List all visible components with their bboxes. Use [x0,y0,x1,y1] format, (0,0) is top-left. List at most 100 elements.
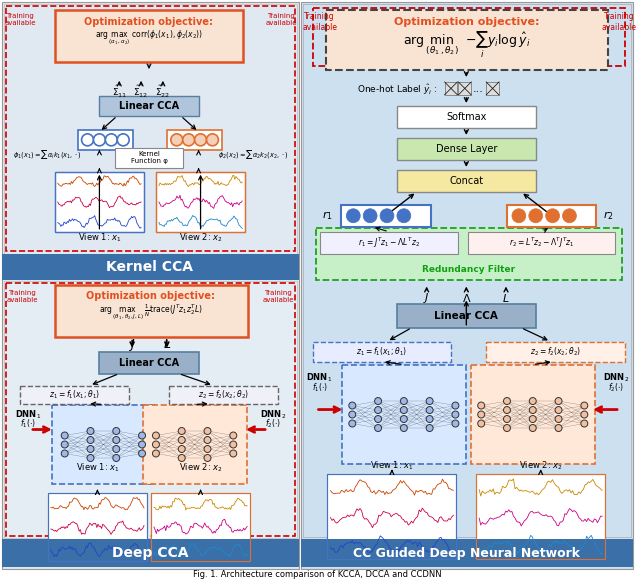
Circle shape [87,445,94,452]
Circle shape [230,441,237,448]
Text: View 1: $x_1$: View 1: $x_1$ [77,231,121,244]
Bar [115,148,182,168]
Text: Linear CCA: Linear CCA [435,311,499,321]
Text: Kernel
Function φ: Kernel Function φ [131,151,168,164]
Bar [476,474,605,559]
Bar [48,494,147,561]
Circle shape [401,397,407,404]
Circle shape [374,415,381,422]
Bar [486,342,625,361]
Circle shape [179,437,185,444]
Text: $z_1=f_1(x_1;\theta_1)$: $z_1=f_1(x_1;\theta_1)$ [356,345,408,358]
Bar [458,82,471,95]
Circle shape [204,445,211,452]
Text: View 2: $x_2$: View 2: $x_2$ [179,461,222,474]
Bar [48,494,147,561]
Text: $J$: $J$ [129,336,136,353]
Circle shape [504,415,511,422]
Circle shape [401,407,407,414]
Bar [326,10,608,70]
Circle shape [477,402,484,409]
Bar [99,351,198,374]
Circle shape [426,407,433,414]
Circle shape [171,134,182,146]
Circle shape [87,455,94,462]
Bar [316,228,622,280]
Text: Kernel CCA: Kernel CCA [106,260,193,274]
Text: Training
available: Training available [6,290,38,303]
Text: View 2: $x_2$: View 2: $x_2$ [519,459,563,472]
Text: $J$: $J$ [423,291,430,304]
Circle shape [477,411,484,418]
Circle shape [230,450,237,457]
Text: Optimization objective:: Optimization objective: [84,17,214,27]
Bar [151,494,250,561]
Text: View 1: $x_1$: View 1: $x_1$ [76,461,119,474]
Circle shape [139,432,145,439]
Text: DNN$_2$: DNN$_2$ [260,408,286,420]
Circle shape [555,397,562,404]
Bar [471,365,595,465]
Circle shape [182,134,195,146]
Bar [55,172,144,232]
Circle shape [93,134,106,146]
Circle shape [152,450,159,457]
Circle shape [349,411,356,418]
Text: Optimization objective:: Optimization objective: [86,291,216,300]
Bar [397,106,536,128]
Text: $z_2=f_2(x_2;\theta_2)$: $z_2=f_2(x_2;\theta_2)$ [530,345,581,358]
Circle shape [139,441,145,448]
Text: Training
available: Training available [265,13,296,27]
Bar [301,2,633,570]
Bar [486,82,499,95]
Bar [99,96,198,116]
Text: CC Guided Deep Neural Network: CC Guided Deep Neural Network [353,547,580,560]
Circle shape [139,450,145,457]
Circle shape [529,415,536,422]
Text: Fig. 1. Architecture comparison of KCCA, DCCA and CCDNN: Fig. 1. Architecture comparison of KCCA,… [193,570,442,579]
Circle shape [555,415,562,422]
Text: $\hat{\Sigma}_{12}$: $\hat{\Sigma}_{12}$ [134,84,148,100]
Bar [55,10,243,62]
Bar [342,365,467,465]
Circle shape [452,402,459,409]
Circle shape [504,397,511,404]
Circle shape [504,407,511,414]
Circle shape [195,134,207,146]
Circle shape [546,209,559,223]
Text: View 2: $x_2$: View 2: $x_2$ [179,231,222,244]
Circle shape [529,397,536,404]
Circle shape [61,441,68,448]
Circle shape [529,425,536,432]
Bar [312,8,625,66]
Circle shape [117,134,129,146]
Circle shape [349,420,356,427]
Circle shape [426,425,433,432]
Text: Concat: Concat [449,176,483,186]
Circle shape [477,420,484,427]
Circle shape [87,427,94,434]
Text: $\phi_2(x_2)=\sum\alpha_2 k_2(x_2,\cdot)$: $\phi_2(x_2)=\sum\alpha_2 k_2(x_2,\cdot)… [218,148,289,161]
Text: $r_2$: $r_2$ [603,209,614,222]
Text: Optimization objective:: Optimization objective: [394,17,539,27]
Bar [2,253,299,280]
Circle shape [113,445,120,452]
Bar [397,304,536,328]
Circle shape [380,209,394,223]
Bar [341,205,431,227]
Bar [397,170,536,192]
Circle shape [204,455,211,462]
Bar [20,386,129,404]
Bar [55,285,248,336]
Text: $f_1(\cdot)$: $f_1(\cdot)$ [312,381,328,394]
Bar [445,82,458,95]
Circle shape [401,415,407,422]
Text: $\arg\max_{(\theta_1,\theta_2,J,L)}$ $\frac{1}{N}$trace($J^Tz_1z_2^TL$): $\arg\max_{(\theta_1,\theta_2,J,L)}$ $\f… [99,303,203,322]
Bar [301,539,633,567]
Circle shape [581,420,588,427]
Text: Linear CCA: Linear CCA [119,101,179,111]
Circle shape [113,427,120,434]
Bar [151,494,250,561]
Bar [143,404,247,484]
Circle shape [346,209,360,223]
